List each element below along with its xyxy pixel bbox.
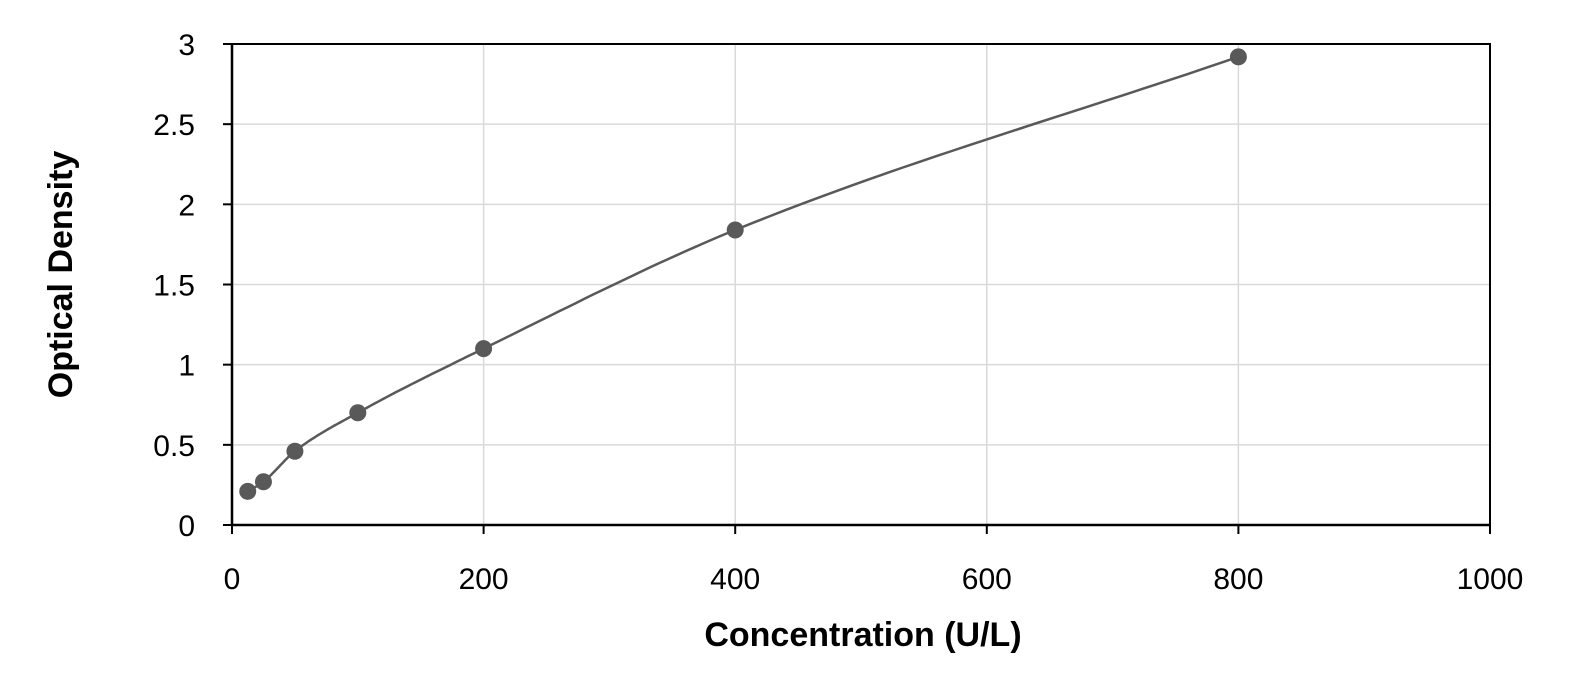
y-tick-label: 0.5 — [153, 430, 195, 463]
x-tick-label: 0 — [224, 563, 241, 596]
axes — [223, 43, 1491, 534]
x-tick-labels: 0 200 400 600 800 1000 — [224, 563, 1524, 596]
y-tick-label: 1.5 — [153, 270, 195, 303]
y-tick-labels: 0 0.5 1 1.5 2 2.5 3 — [153, 29, 195, 543]
data-points — [239, 48, 1247, 500]
gridlines — [232, 44, 1490, 525]
x-tick-label: 800 — [1213, 563, 1263, 596]
x-axis-title: Concentration (U/L) — [704, 616, 1021, 654]
x-tick-label: 1000 — [1457, 563, 1524, 596]
y-tick-label: 2 — [178, 189, 195, 222]
data-point — [1229, 48, 1247, 66]
y-axis-title: Optical Density — [42, 151, 80, 399]
y-tick-label: 3 — [178, 29, 195, 62]
data-point — [726, 221, 744, 239]
y-tick-label: 2.5 — [153, 109, 195, 142]
y-tick-label: 0 — [178, 510, 195, 543]
x-tick-label: 200 — [459, 563, 509, 596]
data-point — [254, 473, 272, 491]
data-point — [239, 482, 257, 500]
x-tick-label: 600 — [962, 563, 1012, 596]
fit-curve — [247, 55, 1239, 493]
data-point — [286, 442, 304, 460]
data-point — [475, 340, 493, 358]
x-tick-label: 400 — [710, 563, 760, 596]
data-point — [349, 404, 367, 422]
y-tick-label: 1 — [178, 350, 195, 383]
